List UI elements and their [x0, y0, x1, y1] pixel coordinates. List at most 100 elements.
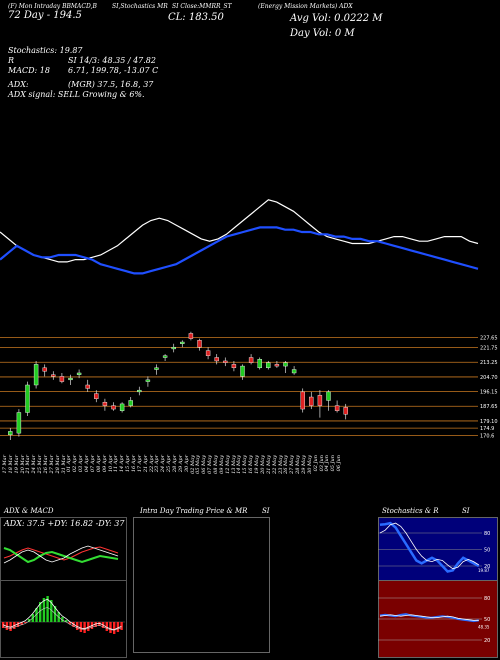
- candle-body: [188, 333, 194, 339]
- si-values: SI 14/3: 48.35 / 47.82: [68, 56, 156, 65]
- macd-signal-line: [2, 607, 122, 631]
- macd-bar: [76, 622, 79, 630]
- macd-bar: [5, 622, 9, 630]
- candle-body: [343, 407, 348, 415]
- macd-bar: [83, 622, 86, 633]
- header-left-line1: (F) Mon Intraday BBMACD,B: [8, 3, 97, 10]
- price-tick-label: 170.6: [480, 434, 494, 440]
- adx-label: ADX:: [8, 80, 29, 89]
- candle-body: [68, 377, 73, 381]
- candle-body: [128, 400, 133, 406]
- adx-plus-di-line: [3, 547, 119, 564]
- candle-body: [309, 396, 314, 406]
- price-tick-label: 187.65: [480, 404, 498, 410]
- stoch-last-value: 19.87: [478, 568, 490, 573]
- macd-bar: [113, 622, 116, 634]
- candle-body: [231, 364, 237, 369]
- candlestick-chart: 227.65 221.75 213.25 204.70 196.15 187.65 179.…: [0, 331, 498, 440]
- candle-body: [283, 362, 288, 367]
- candle-body: [102, 401, 108, 406]
- candle-body: [197, 340, 202, 348]
- macd-bar: [105, 622, 108, 631]
- price-tick-label: 179.10: [480, 419, 498, 425]
- avg-volume: Avg Vol: 0.0222 M: [290, 13, 383, 24]
- panel1-title: ADX & MACD: [4, 507, 54, 515]
- macd-bar: [35, 608, 38, 622]
- header-left-line2: 72 Day - 194.5: [8, 10, 82, 21]
- date-tick-label: 12 May: [224, 455, 231, 474]
- date-tick-label: 08 Apr: [95, 455, 102, 473]
- candle-body: [137, 389, 142, 393]
- series-line-1: [0, 226, 479, 275]
- macd-bar: [39, 602, 42, 622]
- macd-bar: [9, 622, 12, 631]
- price-tick-label: 227.65: [480, 335, 498, 341]
- adx-values: (MGR) 37.5, 16.8, 37: [68, 80, 154, 89]
- date-tick-label: 29 Apr: [177, 455, 184, 473]
- stoch-level-label: 20: [484, 564, 490, 570]
- candle-body: [59, 376, 65, 382]
- candle-body: [51, 374, 56, 377]
- day-volume: Day Vol: 0 M: [290, 28, 355, 39]
- adx-line: [3, 545, 119, 564]
- stoch-d-line: [379, 522, 480, 570]
- adx-lines: [3, 545, 119, 564]
- si-level-label: 80: [484, 596, 490, 602]
- macd-bar: [116, 622, 120, 632]
- macd-bar: [79, 622, 83, 632]
- candle-body: [291, 369, 297, 374]
- date-tick-label: 21 Apr: [142, 455, 149, 473]
- candle-body: [300, 391, 305, 410]
- candle-body: [25, 384, 30, 413]
- candle-body: [214, 357, 219, 362]
- header-mid1: SI,Stochastics MR: [112, 3, 168, 10]
- price-tick-label: 221.75: [480, 346, 498, 352]
- candle-body: [240, 365, 245, 377]
- date-tick-label: 17 Apr: [136, 455, 143, 473]
- stoch-level-label: 80: [484, 531, 490, 537]
- date-tick-label: 27 Mar: [48, 455, 55, 474]
- date-tick-label: 28 Mar: [54, 455, 61, 474]
- series-line-0: [0, 199, 479, 263]
- date-tick-label: 09 May: [218, 455, 225, 474]
- candle-body: [248, 357, 254, 363]
- candle-body: [94, 393, 99, 399]
- candle-body: [171, 346, 176, 350]
- candle-body: [76, 372, 82, 375]
- macd-bar: [16, 622, 20, 627]
- intraday-panel: [133, 517, 270, 653]
- si-signal-line: [379, 614, 479, 621]
- stoch-level-label: 50: [484, 548, 490, 554]
- macd-line: [2, 598, 122, 631]
- date-tick-label: 21 May: [265, 455, 272, 474]
- si-level-label: 20: [484, 638, 490, 644]
- macd-bar: [24, 622, 27, 623]
- candle-body: [42, 367, 47, 372]
- macd-bar: [109, 622, 112, 633]
- stochastics-info: Stochastics: 19.87: [8, 46, 83, 55]
- candle-body: [257, 359, 262, 369]
- candle-body: [16, 412, 22, 434]
- panel3-title: Stochastics & R: [382, 507, 439, 515]
- macd-bar: [68, 622, 71, 624]
- r-label: R: [8, 56, 15, 65]
- trend-line-chart: [0, 199, 479, 275]
- panel2-title: Intra Day Trading Price & MR: [140, 507, 248, 515]
- date-tick-label: 02 Jun: [312, 455, 319, 472]
- panel2-si: SI: [262, 507, 270, 515]
- candle-body: [266, 362, 271, 369]
- macd-bar: [20, 622, 23, 625]
- candle-body: [334, 405, 340, 411]
- candle-body: [326, 391, 331, 401]
- candle-body: [85, 384, 90, 389]
- date-tick-label: 18 Mar: [7, 455, 14, 474]
- macd-bar: [120, 622, 123, 630]
- si-level-label: 50: [484, 617, 490, 623]
- candle-body: [223, 360, 228, 363]
- macd-bar: [46, 596, 49, 622]
- macd-values: 6.71, 199.78, -13.07 C: [68, 66, 159, 75]
- price-tick-label: 196.15: [480, 390, 498, 396]
- si-last-value: 48.35: [478, 624, 490, 629]
- macd-label: MACD: 18: [8, 66, 50, 75]
- date-tick-label: 19 Mar: [13, 455, 20, 474]
